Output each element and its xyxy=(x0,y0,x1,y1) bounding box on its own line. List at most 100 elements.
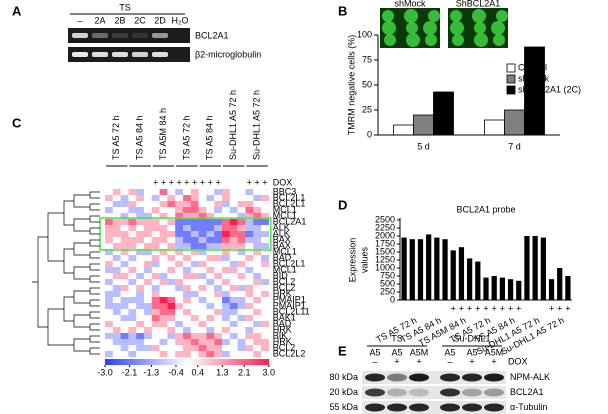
heat-cell xyxy=(120,225,129,232)
heat-cell xyxy=(198,351,207,358)
colorbar-label: -2.1 xyxy=(122,367,138,377)
heat-cell xyxy=(136,249,145,256)
heat-cell xyxy=(183,207,191,214)
heat-cell xyxy=(151,351,160,358)
colorbar-step xyxy=(126,359,130,365)
heat-cell xyxy=(253,237,262,244)
bar xyxy=(540,237,546,300)
heat-cell xyxy=(144,297,152,304)
heat-cell xyxy=(175,285,184,292)
heat-cell xyxy=(112,225,121,232)
bar xyxy=(458,247,465,300)
heat-cell xyxy=(144,243,152,250)
heat-cell xyxy=(222,351,230,358)
cell xyxy=(425,34,437,46)
heat-cell xyxy=(175,237,184,244)
heat-cell xyxy=(190,195,199,202)
chart-title: BCL2A1 probe xyxy=(456,204,515,214)
heat-cell xyxy=(183,285,191,292)
heat-cell xyxy=(136,285,145,292)
heat-cell xyxy=(151,261,160,268)
heat-cell xyxy=(253,297,262,304)
heat-cell xyxy=(175,297,184,304)
heat-cell xyxy=(198,189,207,196)
heat-cell xyxy=(198,231,207,238)
heat-cell xyxy=(245,297,254,304)
heat-cell xyxy=(120,255,129,262)
heat-cell xyxy=(190,309,199,316)
gel-band xyxy=(112,52,128,57)
gel-strip xyxy=(68,28,190,43)
lane-label: 2B xyxy=(114,15,125,25)
heat-cell xyxy=(112,345,121,352)
heat-cell xyxy=(144,207,152,214)
bar xyxy=(532,236,538,300)
y-tick-label: 750 xyxy=(380,270,395,280)
heat-cell xyxy=(229,315,238,322)
heat-cell xyxy=(253,309,262,316)
heat-cell xyxy=(159,309,168,316)
row-label: PMAIP1 xyxy=(273,294,306,304)
heat-cell xyxy=(128,219,137,226)
colorbar-step xyxy=(121,359,125,365)
colorbar-step xyxy=(219,359,223,365)
legend-swatch xyxy=(506,63,516,73)
lane-label: A5 xyxy=(444,347,455,357)
heat-cell xyxy=(105,321,113,328)
heat-cell xyxy=(112,243,121,250)
heat-cell xyxy=(120,315,129,322)
heat-cell xyxy=(214,279,223,286)
heat-cell xyxy=(105,285,113,292)
row-label: BAX xyxy=(273,234,291,244)
heat-cell xyxy=(190,279,199,286)
marker-label: 80 kDa xyxy=(329,372,358,382)
heat-cell xyxy=(206,231,215,238)
heat-cell xyxy=(136,297,145,304)
dox-mark: + xyxy=(208,177,213,187)
legend-label: shBCL2A1 (2C) xyxy=(518,84,581,94)
heat-cell xyxy=(206,321,215,328)
heat-cell xyxy=(112,255,121,262)
heat-cell xyxy=(245,321,254,328)
heat-cell xyxy=(214,207,223,214)
heat-cell xyxy=(136,225,145,232)
heat-cell xyxy=(229,207,238,214)
heat-cell xyxy=(112,219,121,226)
heat-cell xyxy=(190,231,199,238)
dox-mark: + xyxy=(169,177,174,187)
heat-cell xyxy=(105,219,113,226)
bar xyxy=(409,239,415,300)
heat-cell xyxy=(198,219,207,226)
heat-cell xyxy=(261,243,269,250)
heat-cell xyxy=(206,345,215,352)
heat-cell xyxy=(175,345,184,352)
heat-cell xyxy=(151,279,160,286)
heat-cell xyxy=(112,291,121,298)
colorbar-step xyxy=(260,359,264,365)
colorbar-step xyxy=(200,359,204,365)
heat-cell xyxy=(120,195,129,202)
colorbar-step xyxy=(225,359,229,365)
heat-cell xyxy=(206,189,215,196)
heat-cell xyxy=(159,315,168,322)
heat-cell xyxy=(222,195,230,202)
heat-cell xyxy=(167,327,176,334)
heat-cell xyxy=(214,201,223,208)
panel-letter: D xyxy=(338,197,347,212)
bar xyxy=(516,280,522,300)
heat-cell xyxy=(222,231,230,238)
gel-group: TS xyxy=(119,2,131,12)
heat-cell xyxy=(105,255,113,262)
colorbar-step xyxy=(140,359,144,365)
dox-mark: – xyxy=(447,356,452,366)
heat-cell xyxy=(144,231,152,238)
colorbar-step xyxy=(211,359,215,365)
cell xyxy=(452,34,464,46)
heat-cell xyxy=(261,231,269,238)
heat-cell xyxy=(183,201,191,208)
heat-cell xyxy=(229,345,238,352)
heat-cell xyxy=(175,219,184,226)
heat-cell xyxy=(229,213,238,220)
heat-cell xyxy=(112,297,121,304)
dox-mark: + xyxy=(459,303,464,313)
